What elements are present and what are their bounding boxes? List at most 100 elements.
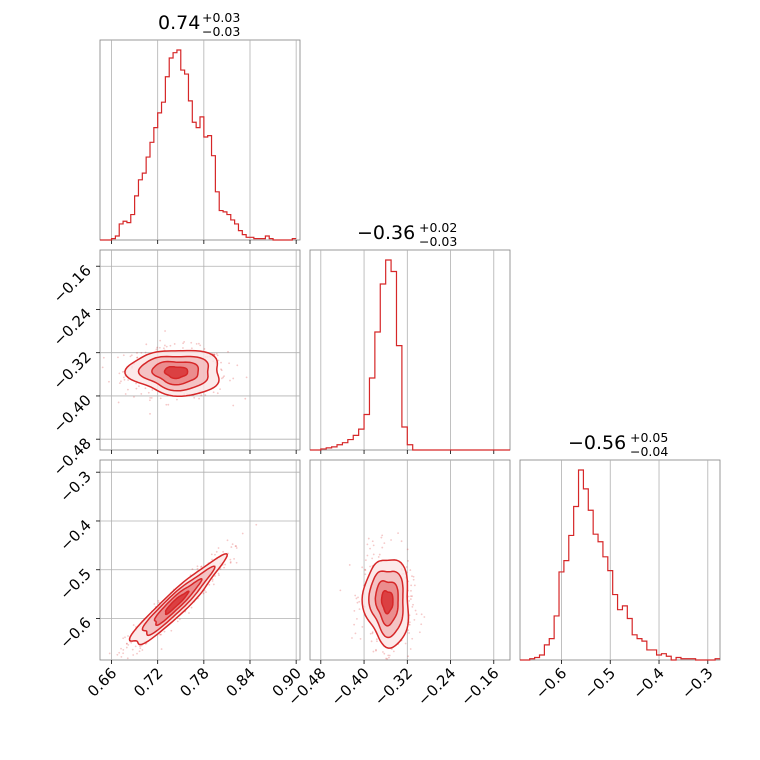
corner-p1-p3-sample-point	[231, 543, 234, 546]
corner-p1-p2-sample-point	[200, 394, 203, 397]
corner-p1-p3-sample-point	[127, 644, 130, 646]
corner-p2-p3-sample-point	[412, 575, 415, 578]
corner-p2-p3-sample-point	[391, 661, 393, 663]
corner-p2-p3-sample-point	[400, 540, 403, 543]
corner-p1-p2-sample-point	[123, 378, 126, 381]
corner-p2-p3-sample-point	[364, 573, 367, 576]
corner-p2-p3-sample-point	[407, 629, 410, 631]
corner-p1-p2-sample-point	[232, 404, 235, 407]
title-p3-minus: −0.04	[630, 444, 668, 459]
corner-p2-p3-sample-point	[409, 648, 412, 650]
hist-p3-frame	[519, 459, 721, 661]
corner-p1-p3-sample-point	[153, 603, 156, 605]
hist-p2-histogram-line	[310, 259, 510, 451]
corner-p2-p3-sample-point	[376, 640, 378, 643]
corner-p2-p3-sample-point	[364, 568, 367, 571]
corner-p2-p3-sample-point	[407, 655, 410, 658]
corner-p1-p3-sample-point	[120, 647, 122, 650]
corner-p1-p3-sample-point	[170, 629, 173, 632]
corner-p1-p3-sample-point	[122, 648, 125, 651]
title-p2-median: −0.36	[357, 222, 415, 244]
corner-p1-p2-sample-point	[121, 370, 124, 373]
corner-p2-p3-frame	[309, 459, 511, 661]
corner-p1-p3-sample-point	[211, 578, 214, 581]
corner-p1-p2-sample-point	[127, 379, 130, 381]
corner-p1-p3-sample-point	[188, 612, 190, 614]
corner-p1-p3-sample-point	[235, 547, 238, 549]
corner-p2-p3-xtick-label: −0.40	[328, 664, 373, 709]
corner-p2-p3-sample-point	[386, 657, 389, 660]
corner-p1-p3-sample-point	[200, 566, 202, 568]
corner-p1-p3-sample-point	[132, 654, 135, 656]
corner-p2-p3-sample-point	[415, 613, 418, 616]
corner-p1-p3-sample-point	[211, 580, 214, 582]
corner-p1-p2-plot-area	[101, 330, 248, 415]
corner-p2-p3-xtick-label: −0.32	[371, 664, 416, 709]
title-p3-plus: +0.05	[630, 430, 668, 445]
corner-p2-p3-sample-point	[388, 656, 390, 659]
corner-p2-p3-sample-point	[404, 642, 407, 645]
corner-p1-p2-sample-point	[190, 347, 193, 350]
corner-p1-p3-sample-point	[229, 561, 232, 564]
corner-p1-p2-sample-point	[182, 342, 185, 345]
corner-p2-p3-sample-point	[358, 600, 361, 603]
hist-p3-xtick-label: −0.6	[532, 664, 570, 702]
corner-p1-p2-sample-point	[223, 375, 225, 378]
corner-p1-p2-sample-point	[133, 396, 135, 398]
corner-p2-p3-sample-point	[378, 553, 381, 556]
corner-p2-p3-sample-point	[385, 657, 387, 660]
corner-p1-p2-sample-point	[155, 348, 158, 351]
corner-p1-p2-sample-point	[149, 412, 151, 415]
corner-p2-p3-sample-point	[410, 584, 413, 587]
corner-p2-p3-sample-point	[380, 536, 383, 539]
corner-p1-p3-sample-point	[214, 575, 216, 577]
corner-p2-p3-sample-point	[361, 625, 364, 628]
corner-p1-p2-sample-point	[156, 346, 159, 349]
corner-p1-p2-sample-point	[136, 356, 139, 359]
corner-p2-p3-sample-point	[354, 632, 357, 635]
corner-p1-p2-sample-point	[229, 379, 231, 382]
corner-p1-p2-sample-point	[182, 347, 184, 349]
corner-p1-p3-sample-point	[118, 651, 121, 654]
corner-p1-p3-sample-point	[122, 652, 125, 655]
corner-p1-p3-sample-point	[235, 561, 238, 564]
corner-p1-p3-sample-point	[233, 558, 235, 560]
corner-p1-p2-sample-point	[220, 369, 223, 372]
corner-p1-p3-sample-point	[218, 574, 220, 577]
corner-p1-p3-sample-point	[217, 547, 220, 549]
corner-p2-p3-sample-point	[423, 616, 426, 618]
corner-p1-p3-sample-point	[223, 566, 226, 569]
corner-p1-p2-sample-point	[136, 356, 139, 359]
corner-p1-p2-sample-point	[220, 368, 222, 371]
corner-p2-p3-plot-area	[339, 532, 426, 677]
corner-p2-p3-sample-point	[369, 547, 371, 550]
corner-p1-p3-sample-point	[136, 652, 138, 655]
corner-p1-p2-sample-point	[169, 344, 172, 347]
corner-p1-p2-sample-point	[232, 377, 235, 380]
corner-p1-p3-ytick-label: −0.4	[56, 516, 94, 554]
corner-p1-p2-sample-point	[117, 356, 119, 359]
corner-p1-p3-sample-point	[200, 565, 203, 568]
corner-p1-p2-ytick-label: −0.24	[50, 305, 95, 350]
corner-p1-p3-sample-point	[196, 567, 199, 570]
corner-p2-p3-sample-point	[408, 600, 411, 602]
corner-p1-p2-sample-point	[140, 351, 143, 354]
corner-p1-p2-sample-point	[118, 372, 121, 375]
corner-p1-p2-sample-point	[197, 342, 200, 345]
corner-p2-p3-sample-point	[371, 631, 374, 634]
corner-p2-p3-sample-point	[412, 578, 415, 581]
scatter-p1-p3-panel: 0.66 0.72 0.78 0.84 0.90−0.3−0.4−0.5−0.6	[56, 459, 305, 700]
corner-p1-p2-sample-point	[101, 366, 104, 369]
corner-p1-p2-sample-point	[118, 382, 121, 385]
corner-p2-p3-sample-point	[381, 675, 383, 677]
corner-p1-p2-sample-point	[129, 355, 132, 358]
corner-p1-p3-sample-point	[118, 663, 120, 665]
corner-p1-p2-contour-level	[163, 365, 189, 380]
corner-p2-p3-sample-point	[414, 609, 417, 612]
corner-p2-p3-sample-point	[356, 601, 359, 604]
corner-p2-p3-sample-point	[353, 609, 356, 612]
corner-p1-p2-sample-point	[244, 397, 247, 400]
corner-p1-p3-sample-point	[126, 642, 128, 645]
corner-p1-p2-sample-point	[151, 389, 154, 391]
